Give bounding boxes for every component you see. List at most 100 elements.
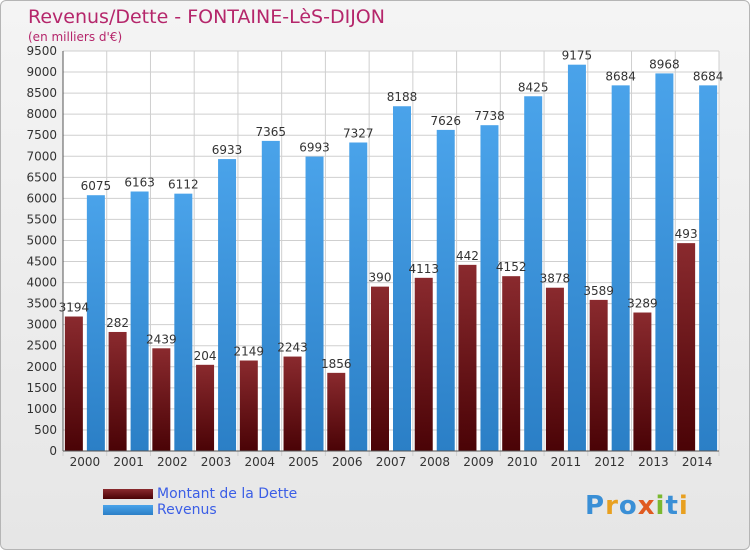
y-tick-label: 9500 [26,44,57,58]
data-label-revenus: 8188 [387,90,418,104]
bar-dette [502,276,521,451]
x-tick-label: 2011 [551,455,582,469]
x-tick-label: 2002 [157,455,188,469]
x-tick-label: 2006 [332,455,363,469]
data-label-revenus: 8968 [649,57,680,71]
data-label-dette: 3878 [540,272,571,286]
y-tick-label: 6500 [26,170,57,184]
bar-dette [152,348,171,451]
legend-item-dette: Montant de la Dette [103,486,297,502]
data-label-revenus: 6112 [168,178,199,192]
data-label-revenus: 8684 [605,69,636,83]
data-label-revenus: 7738 [474,109,505,123]
legend-item-revenus: Revenus [103,502,297,518]
data-label-revenus: 6163 [124,176,155,190]
y-tick-label: 1000 [26,402,57,416]
y-tick-label: 4500 [26,255,57,269]
data-label-dette: 3289 [627,297,658,311]
x-tick-label: 2014 [682,455,713,469]
data-label-dette: 2243 [277,341,308,355]
x-tick-label: 2004 [245,455,276,469]
data-label-revenus: 8684 [693,69,724,83]
chart-subtitle: (en milliers d'€) [28,30,123,44]
data-label-revenus: 6933 [212,143,243,157]
bar-revenus [655,73,674,452]
data-label-dette: 4152 [496,260,527,274]
data-label-revenus: 7365 [256,125,287,139]
x-tick-label: 2003 [201,455,232,469]
bar-revenus [699,85,718,451]
bar-dette [589,299,608,451]
bar-dette [196,364,215,451]
y-tick-label: 8500 [26,86,57,100]
bar-revenus [524,96,543,452]
bar-dette [371,286,389,451]
data-label-revenus: 7626 [430,114,461,128]
legend-swatch-dette [103,489,153,499]
bar-revenus [218,159,237,451]
data-label-dette: 282 [106,316,129,330]
bar-revenus [261,140,280,452]
data-label-dette: 2439 [146,332,177,346]
data-label-dette: 493 [675,227,698,241]
bar-dette [327,372,346,451]
y-tick-label: 2500 [26,339,57,353]
bar-dette [458,264,477,451]
bar-revenus [480,125,499,451]
data-label-dette: 3194 [59,301,90,315]
data-label-revenus: 9175 [562,49,593,63]
bar-revenus [436,129,455,451]
y-tick-label: 7500 [26,128,57,142]
bar-revenus [305,156,324,451]
x-tick-label: 2008 [419,455,450,469]
legend-label-dette: Montant de la Dette [157,486,298,502]
y-tick-label: 500 [34,423,57,437]
data-label-dette: 4113 [408,262,439,276]
data-label-dette: 204 [194,349,217,363]
bar-dette [283,356,302,451]
y-tick-label: 6000 [26,191,57,205]
data-label-revenus: 6993 [299,141,330,155]
bar-revenus [349,142,368,451]
y-tick-label: 5000 [26,233,57,247]
y-tick-label: 8000 [26,107,57,121]
y-tick-label: 5500 [26,212,57,226]
x-tick-label: 2013 [638,455,669,469]
x-tick-label: 2010 [507,455,538,469]
x-tick-label: 2000 [70,455,101,469]
bar-dette [64,316,83,451]
x-tick-label: 2012 [594,455,625,469]
y-tick-label: 1500 [26,381,57,395]
y-tick-label: 7000 [26,149,57,163]
bar-dette [545,287,564,451]
x-tick-label: 2001 [113,455,144,469]
data-label-dette: 3589 [583,284,614,298]
bar-dette [677,243,696,451]
data-label-dette: 1856 [321,357,352,371]
x-tick-label: 2009 [463,455,494,469]
bar-revenus [393,106,411,452]
bar-dette [633,312,652,451]
bar-dette [239,360,258,451]
data-label-revenus: 8425 [518,80,549,94]
x-tick-label: 2005 [288,455,319,469]
bar-revenus [611,85,630,451]
data-label-dette: 390 [369,271,392,285]
plot-area [63,51,719,451]
legend-swatch-revenus [103,505,153,515]
bar-revenus [174,193,193,451]
chart-legend: Montant de la Dette Revenus [103,486,297,518]
y-tick-label: 3500 [26,297,57,311]
bar-revenus [130,191,149,452]
data-label-revenus: 6075 [81,179,112,193]
y-tick-label: 2000 [26,360,57,374]
y-tick-label: 9000 [26,65,57,79]
bar-revenus [567,64,586,452]
y-tick-label: 3000 [26,318,57,332]
bar-dette [414,277,433,451]
x-tick-label: 2007 [376,455,407,469]
proxiti-logo: Proxiti [585,491,689,521]
y-tick-label: 4000 [26,276,57,290]
